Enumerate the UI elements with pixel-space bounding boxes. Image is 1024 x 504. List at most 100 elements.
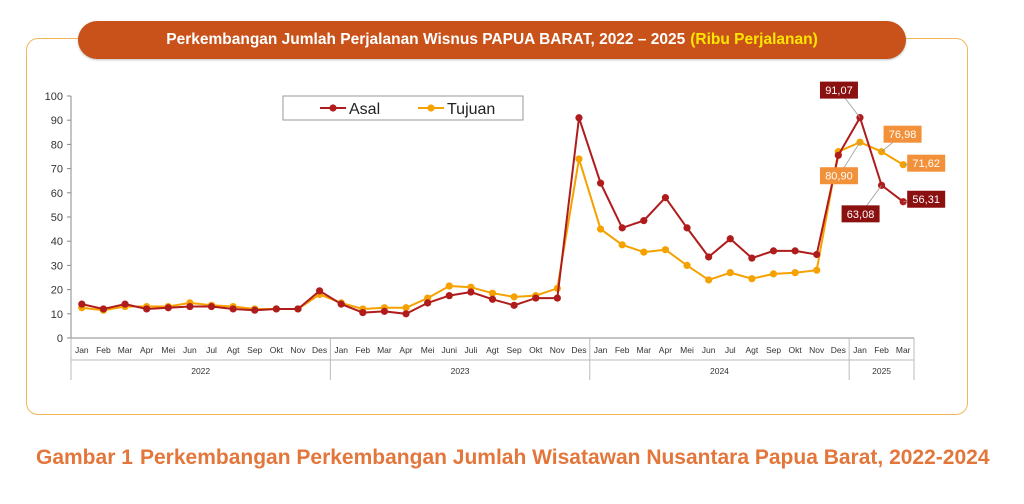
x-tick-label: Des: [831, 345, 846, 355]
x-tick-label: Sep: [507, 345, 522, 355]
data-point-tujuan: [445, 282, 453, 290]
y-tick-label: 10: [51, 309, 63, 321]
data-point-tujuan: [705, 276, 713, 284]
x-tick-label: Mei: [161, 345, 175, 355]
x-tick-label: Jun: [183, 345, 197, 355]
data-point-asal: [99, 305, 108, 313]
chart-title: Perkembangan Jumlah Perjalanan Wisnus PA…: [78, 21, 906, 59]
data-point-tujuan: [510, 293, 518, 301]
data-point-asal: [164, 304, 172, 312]
data-point-asal: [78, 300, 86, 308]
x-tick-label: Juni: [441, 345, 457, 355]
data-point-tujuan: [661, 246, 670, 254]
caption-number: Gambar 1: [36, 446, 133, 469]
data-point-asal: [229, 305, 237, 313]
data-point-asal: [315, 287, 324, 295]
data-point-asal: [769, 247, 778, 255]
year-label: 2022: [191, 366, 210, 376]
y-tick-label: 0: [57, 333, 63, 345]
data-point-asal: [445, 292, 453, 300]
y-tick-label: 100: [45, 91, 63, 103]
x-tick-label: Jan: [594, 345, 608, 355]
data-point-asal: [143, 305, 151, 313]
data-point-asal: [596, 179, 605, 187]
x-tick-label: Agt: [227, 345, 240, 355]
y-tick-label: 60: [51, 188, 63, 200]
data-point-tujuan: [791, 269, 799, 277]
data-label: 56,31: [912, 194, 940, 206]
data-point-tujuan: [683, 261, 691, 269]
data-label-box: [907, 154, 946, 172]
x-tick-label: Okt: [270, 345, 284, 355]
data-point-asal: [186, 302, 194, 311]
data-point-asal: [467, 288, 475, 296]
x-tick-label: Des: [312, 345, 327, 355]
data-point-asal: [359, 308, 367, 317]
x-tick-label: Apr: [399, 345, 412, 355]
y-tick-label: 70: [51, 164, 63, 176]
data-point-asal: [618, 224, 626, 232]
legend-marker: [427, 104, 435, 112]
x-tick-label: Okt: [788, 345, 802, 355]
series-line-tujuan: [81, 141, 904, 312]
x-tick-label: Agt: [486, 345, 499, 355]
data-point-asal: [705, 253, 713, 261]
x-tick-label: Agt: [746, 345, 759, 355]
x-tick-label: Apr: [140, 345, 153, 355]
legend-marker: [329, 104, 337, 112]
data-point-asal: [834, 151, 842, 159]
legend-label: Asal: [349, 101, 380, 118]
data-point-asal: [791, 247, 799, 255]
data-point-asal: [748, 254, 756, 262]
data-point-tujuan: [813, 266, 821, 274]
data-label-box: [907, 190, 946, 208]
x-tick-label: Jul: [725, 345, 736, 355]
x-tick-label: Apr: [659, 345, 672, 355]
data-point-tujuan: [596, 225, 605, 233]
x-tick-label: Jan: [853, 345, 867, 355]
x-tick-label: Mar: [636, 345, 651, 355]
y-tick-label: 50: [51, 212, 63, 224]
data-point-asal: [640, 217, 648, 225]
data-point-asal: [424, 299, 432, 307]
data-point-asal: [207, 302, 216, 311]
x-tick-label: Sep: [766, 345, 781, 355]
x-tick-label: Jul: [206, 345, 217, 355]
data-point-asal: [553, 294, 561, 302]
chart-annotations: 91,07 63,08 56,31 80,90 76,98 71,62: [819, 81, 946, 223]
data-label: 80,90: [825, 171, 853, 183]
data-point-tujuan: [640, 248, 648, 256]
data-point-asal: [488, 295, 497, 303]
y-tick-label: 80: [51, 139, 63, 151]
data-point-asal: [575, 114, 583, 122]
x-tick-label: Nov: [550, 345, 566, 355]
x-tick-label: Feb: [874, 345, 889, 355]
legend-label: Tujuan: [447, 101, 495, 118]
data-point-asal: [272, 305, 280, 313]
y-tick-label: 40: [51, 236, 63, 248]
data-point-asal: [510, 301, 518, 309]
data-label-box: [819, 81, 858, 99]
chart-series: [78, 114, 907, 318]
chart-title-main: Perkembangan Jumlah Perjalanan Wisnus PA…: [166, 31, 686, 48]
data-point-tujuan: [402, 304, 410, 312]
data-label: 91,07: [825, 85, 853, 97]
data-point-tujuan: [726, 269, 734, 277]
chart-title-unit: (Ribu Perjalanan): [690, 31, 818, 48]
data-label-box: [841, 205, 880, 223]
x-tick-label: Mei: [680, 345, 694, 355]
year-label: 2023: [451, 366, 470, 376]
year-label: 2025: [872, 366, 891, 376]
chart-legend: Asal Tujuan: [282, 95, 524, 121]
x-tick-label: Mar: [118, 345, 133, 355]
x-tick-label: Mar: [377, 345, 392, 355]
data-point-asal: [726, 235, 734, 243]
data-point-tujuan: [856, 138, 864, 146]
series-line-asal: [81, 115, 904, 315]
x-tick-label: Feb: [355, 345, 370, 355]
x-tick-label: Mei: [421, 345, 435, 355]
x-tick-label: Jan: [75, 345, 89, 355]
x-tick-label: Nov: [290, 345, 306, 355]
data-label: 63,08: [847, 209, 875, 221]
x-tick-label: Juli: [465, 345, 478, 355]
